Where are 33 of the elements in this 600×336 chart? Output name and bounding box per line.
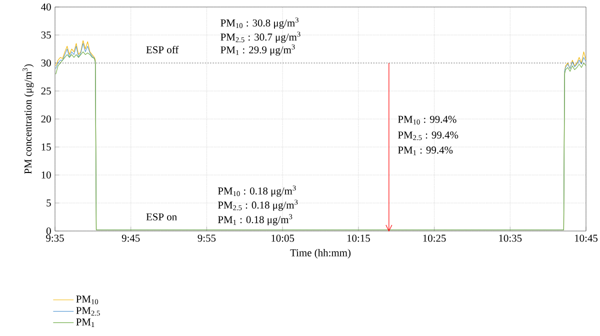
x-tick-label: 9:35 xyxy=(46,234,64,242)
x-axis-title: Time (hh:mm) xyxy=(290,248,351,258)
annotation: PM$_{1}$ : 0.18 μg/m$^{3}$ xyxy=(218,214,292,226)
annotation: PM$_{1}$ : 99.4% xyxy=(398,146,453,156)
y-tick-label: 35 xyxy=(41,31,51,39)
x-tick-label: 10:35 xyxy=(499,234,522,242)
y-tick-label: 30 xyxy=(41,59,51,67)
annotation: PM$_{10}$ : 99.4% xyxy=(398,116,456,124)
y-tick-label: 15 xyxy=(42,143,51,151)
annotation: PM$_{1}$ : 29.9 μg/m$^{3}$ xyxy=(220,44,295,56)
y-tick-label: 40 xyxy=(41,3,51,11)
y-tick-label: 5 xyxy=(46,200,51,206)
x-tick-label: 9:55 xyxy=(198,234,216,242)
x-tick-label: 10:05 xyxy=(272,234,294,242)
legend-label: PM$_{2.5}$ xyxy=(76,307,100,316)
annotation: PM$_{2.5}$ : 0.18 μg/m$^{3}$ xyxy=(218,200,298,211)
legend-label: PM$_{1}$ xyxy=(76,318,94,327)
annotation: ESP on xyxy=(146,213,177,220)
legend-label: PM$_{10}$ xyxy=(76,296,98,304)
y-tick-label: 20 xyxy=(41,115,51,123)
x-tick-label: 9:45 xyxy=(122,234,140,242)
x-tick-label: 10:45 xyxy=(575,234,598,242)
annotation: PM$_{10}$ : 30.8 μg/m$^{3}$ xyxy=(220,18,298,29)
y-tick-label: 0 xyxy=(46,227,51,235)
annotation: ESP off xyxy=(146,46,179,54)
annotation: PM$_{2.5}$ : 99.4% xyxy=(398,131,458,140)
y-axis-title: PM concentration (μg/m$^{3}$) xyxy=(22,64,34,174)
annotation: PM$_{2.5}$ : 30.7 μg/m$^{3}$ xyxy=(220,32,300,43)
y-tick-label: 10 xyxy=(42,171,51,179)
annotation: PM$_{10}$ : 0.18 μg/m$^{3}$ xyxy=(218,186,296,197)
x-tick-label: 10:15 xyxy=(347,234,370,242)
x-tick-label: 10:25 xyxy=(423,234,446,242)
y-tick-label: 25 xyxy=(41,87,51,95)
